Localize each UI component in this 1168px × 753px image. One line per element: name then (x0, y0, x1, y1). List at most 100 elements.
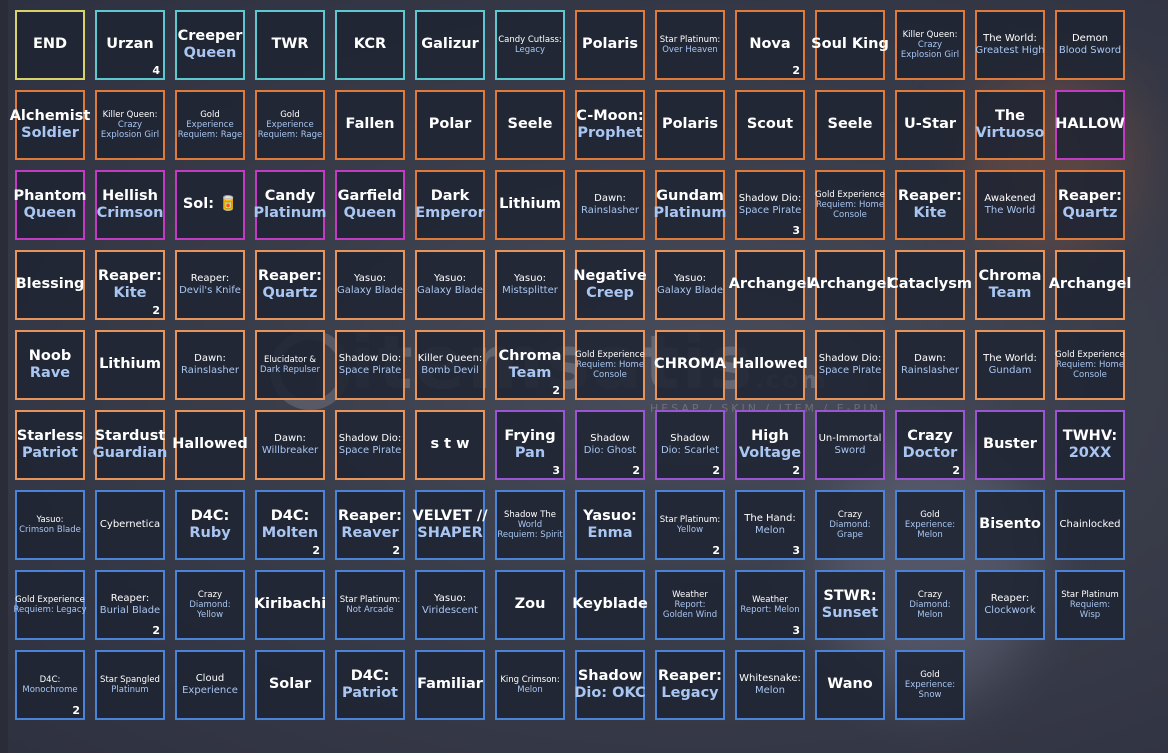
inventory-slot[interactable]: U-Star (895, 90, 965, 160)
inventory-slot[interactable]: Dawn: Rainslasher (575, 170, 645, 240)
inventory-slot[interactable]: Polar (415, 90, 485, 160)
inventory-slot[interactable]: Hallowed (172, 410, 248, 480)
inventory-slot[interactable]: Gold Experience Requiem: Rage (255, 90, 325, 160)
inventory-slot[interactable]: Reaper: Burial Blade 2 (95, 570, 165, 640)
inventory-slot[interactable]: Crazy Diamond: Grape (815, 490, 885, 560)
inventory-slot[interactable]: High Voltage 2 (735, 410, 805, 480)
inventory-slot[interactable]: Reaper: Reaver 2 (335, 490, 405, 560)
inventory-slot[interactable]: Shadow Dio: OKC (574, 650, 646, 720)
inventory-slot[interactable]: Noob Rave (15, 330, 85, 400)
inventory-slot[interactable]: Bisento (975, 490, 1045, 560)
inventory-slot[interactable]: Archangel (729, 250, 811, 320)
inventory-slot[interactable]: Star Platinum Requiem: Wisp (1055, 570, 1125, 640)
inventory-slot[interactable]: Starless Patriot (15, 410, 85, 480)
inventory-slot[interactable]: Star Platinum: Yellow 2 (655, 490, 725, 560)
inventory-slot[interactable]: Polaris (655, 90, 725, 160)
inventory-slot[interactable]: D4C: Molten 2 (255, 490, 325, 560)
inventory-slot[interactable]: Cloud Experience (175, 650, 245, 720)
inventory-slot[interactable]: Phantom Queen (13, 170, 87, 240)
inventory-slot[interactable]: Nova 2 (735, 10, 805, 80)
inventory-slot[interactable]: Killer Queen: Crazy Explosion Girl (895, 10, 965, 80)
inventory-slot[interactable]: Candy Platinum (253, 170, 327, 240)
inventory-slot[interactable]: Chroma Team 2 (495, 330, 565, 400)
inventory-slot[interactable]: D4C: Ruby (175, 490, 245, 560)
inventory-slot[interactable]: Lithium (495, 170, 565, 240)
inventory-slot[interactable]: Buster (975, 410, 1045, 480)
inventory-slot[interactable]: Gold Experience Requiem: Home Console (1055, 330, 1125, 400)
inventory-slot[interactable]: Dawn: Rainslasher (175, 330, 245, 400)
inventory-slot[interactable]: Crazy Diamond: Melon (895, 570, 965, 640)
inventory-slot[interactable]: Dawn: Willbreaker (255, 410, 325, 480)
inventory-slot[interactable]: Gold Experience Requiem: Home Console (575, 330, 645, 400)
inventory-slot[interactable]: Archangel (1049, 250, 1131, 320)
inventory-slot[interactable]: Yasuo: Mistsplitter (495, 250, 565, 320)
inventory-slot[interactable]: Shadow Dio: Space Pirate (335, 330, 405, 400)
inventory-slot[interactable]: Blessing (15, 250, 85, 320)
inventory-slot[interactable]: Elucidator & Dark Repulser (255, 330, 325, 400)
inventory-slot[interactable]: Solar (255, 650, 325, 720)
inventory-slot[interactable]: Stardust Guardian (93, 410, 167, 480)
inventory-slot[interactable]: Star Platinum: Not Arcade (335, 570, 405, 640)
inventory-slot[interactable]: Demon Blood Sword (1055, 10, 1125, 80)
inventory-slot[interactable]: Gundam Platinum (653, 170, 727, 240)
inventory-slot[interactable]: Scout (735, 90, 805, 160)
inventory-slot[interactable]: Weather Report: Melon 3 (735, 570, 805, 640)
inventory-slot[interactable]: D4C: Patriot (335, 650, 405, 720)
inventory-slot[interactable]: Crazy Diamond: Yellow (175, 570, 245, 640)
inventory-slot[interactable]: Shadow Dio: Scarlet 2 (655, 410, 725, 480)
inventory-slot[interactable]: Gold Experience: Melon (895, 490, 965, 560)
inventory-slot[interactable]: Star Platinum: Over Heaven (655, 10, 725, 80)
inventory-slot[interactable]: Killer Queen: Bomb Devil (415, 330, 485, 400)
inventory-slot[interactable]: Shadow Dio: Ghost 2 (575, 410, 645, 480)
inventory-slot[interactable]: Kiribachi (254, 570, 326, 640)
inventory-slot[interactable]: Fallen (335, 90, 405, 160)
inventory-slot[interactable]: Familiar (415, 650, 485, 720)
inventory-slot[interactable]: Frying Pan 3 (495, 410, 565, 480)
inventory-slot[interactable]: D4C: Monochrome 2 (15, 650, 85, 720)
inventory-slot[interactable]: Awakened The World (975, 170, 1045, 240)
inventory-slot[interactable]: C-Moon: Prophet (575, 90, 645, 160)
inventory-slot[interactable]: Gold Experience Requiem: Legacy (13, 570, 87, 640)
inventory-slot[interactable]: s t w (415, 410, 485, 480)
inventory-slot[interactable]: Seele (815, 90, 885, 160)
inventory-slot[interactable]: CHROMA (654, 330, 726, 400)
inventory-slot[interactable]: The World: Greatest High (975, 10, 1045, 80)
inventory-slot[interactable]: Gold Experience: Snow (895, 650, 965, 720)
inventory-slot[interactable]: Chainlocked (1055, 490, 1125, 560)
inventory-slot[interactable]: Yasuo: Galaxy Blade (415, 250, 485, 320)
inventory-slot[interactable]: Reaper: Devil's Knife (175, 250, 245, 320)
inventory-slot[interactable]: Reaper: Kite 2 (95, 250, 165, 320)
inventory-slot[interactable]: Gold Experience Requiem: Home Console (815, 170, 885, 240)
inventory-slot[interactable]: Reaper: Kite (895, 170, 965, 240)
inventory-slot[interactable]: The World: Gundam (975, 330, 1045, 400)
inventory-slot[interactable]: Creeper Queen (175, 10, 245, 80)
inventory-slot[interactable]: King Crimson: Melon (495, 650, 565, 720)
inventory-slot[interactable]: HALLOW (1055, 90, 1125, 160)
inventory-slot[interactable]: Reaper: Quartz (255, 250, 325, 320)
inventory-slot[interactable]: TWR (255, 10, 325, 80)
inventory-slot[interactable]: Cybernetica (95, 490, 165, 560)
inventory-slot[interactable]: Sol: 🥫 (175, 170, 245, 240)
inventory-slot[interactable]: Seele (495, 90, 565, 160)
inventory-slot[interactable]: STWR: Sunset (815, 570, 885, 640)
inventory-slot[interactable]: Reaper: Quartz (1055, 170, 1125, 240)
inventory-slot[interactable]: Urzan 4 (95, 10, 165, 80)
inventory-slot[interactable]: Shadow The World Requiem: Spirit (495, 490, 565, 560)
inventory-slot[interactable]: Reaper: Legacy (655, 650, 725, 720)
inventory-slot[interactable]: Yasuo: Galaxy Blade (655, 250, 725, 320)
inventory-slot[interactable]: Wano (815, 650, 885, 720)
inventory-slot[interactable]: Dawn: Rainslasher (895, 330, 965, 400)
inventory-slot[interactable]: Yasuo: Enma (575, 490, 645, 560)
inventory-slot[interactable]: Yasuo: Viridescent (415, 570, 485, 640)
inventory-slot[interactable]: The Hand: Melon 3 (735, 490, 805, 560)
inventory-slot[interactable]: Gold Experience Requiem: Rage (175, 90, 245, 160)
inventory-slot[interactable]: Archangel (809, 250, 891, 320)
inventory-slot[interactable]: Whitesnake: Melon (735, 650, 805, 720)
inventory-slot[interactable]: TWHV: 20XX (1055, 410, 1125, 480)
inventory-slot[interactable]: Garfield Queen (335, 170, 405, 240)
inventory-slot[interactable]: Reaper: Clockwork (975, 570, 1045, 640)
inventory-slot[interactable]: Killer Queen: Crazy Explosion Girl (95, 90, 165, 160)
inventory-slot[interactable]: Hellish Crimson (95, 170, 165, 240)
inventory-slot[interactable]: Keyblade (572, 570, 648, 640)
inventory-slot[interactable]: Dark Emperor (415, 170, 485, 240)
